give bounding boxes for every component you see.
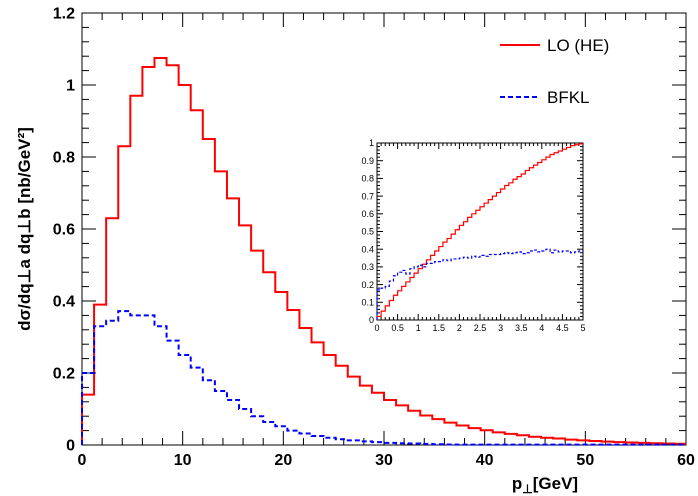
x-tick-label: 1 (416, 323, 421, 333)
y-tick-label: 0 (66, 438, 75, 455)
legend: LO (HE) BFKL (500, 36, 609, 107)
y-tick-label: 0.2 (53, 366, 75, 383)
x-tick-label: 20 (274, 452, 292, 469)
y-tick-label: 1 (369, 138, 374, 148)
y-tick-label: 0.8 (53, 150, 75, 167)
y-tick-label: 0.6 (53, 222, 75, 239)
x-tick-label: 1.5 (433, 323, 446, 333)
inset-plot: 0 0.5 1 1.5 2 2.5 3 3.5 4 4.5 5 0 0.1 0.2 0.3 0.4 0.5 0.6… (361, 138, 585, 333)
y-tick-label: 0.8 (361, 174, 374, 184)
y-tick-label: 0.7 (361, 191, 374, 201)
y-tick-label: 1.2 (53, 6, 75, 23)
x-tick-label: 10 (174, 452, 192, 469)
x-tick-label: 60 (677, 452, 695, 469)
x-axis-label-main: p (512, 474, 522, 493)
x-axis-label: p⊥[GeV] (512, 474, 578, 496)
y-tick-label: 0.4 (53, 294, 75, 311)
x-tick-label: 4 (539, 323, 544, 333)
x-tick-label: 30 (375, 452, 393, 469)
inset-plot-background (377, 143, 583, 320)
y-axis-label: dσ/dq⊥a dq⊥b [nb/GeV²] (15, 127, 34, 331)
series-bfkl (82, 311, 686, 445)
x-tick-label: 4.5 (556, 323, 569, 333)
x-tick-label: 50 (576, 452, 594, 469)
y-tick-label: 0.1 (361, 297, 374, 307)
y-tick-label: 0.3 (361, 262, 374, 272)
y-tick-label: 0.4 (361, 244, 374, 254)
x-tick-label: 0.5 (391, 323, 404, 333)
x-tick-label: 40 (476, 452, 494, 469)
y-tick-label: 0.9 (361, 156, 374, 166)
x-tick-label: 5 (580, 323, 585, 333)
y-tick-label: 0 (369, 315, 374, 325)
y-tick-label: 0.6 (361, 209, 374, 219)
x-axis-label-rest: [GeV] (533, 474, 578, 493)
x-axis-label-sub: ⊥ (522, 482, 532, 496)
x-tick-label: 0 (78, 452, 87, 469)
legend-label-bfkl: BFKL (547, 88, 590, 107)
x-tick-label: 3.5 (515, 323, 528, 333)
y-tick-label: 1 (66, 78, 75, 95)
x-tick-label: 0 (374, 323, 379, 333)
y-tick-label: 0.5 (361, 227, 374, 237)
legend-label-lo-he: LO (HE) (547, 36, 609, 55)
x-tick-label: 2 (457, 323, 462, 333)
y-tick-label: 0.2 (361, 280, 374, 290)
x-tick-label: 3 (498, 323, 503, 333)
x-tick-label: 2.5 (474, 323, 487, 333)
